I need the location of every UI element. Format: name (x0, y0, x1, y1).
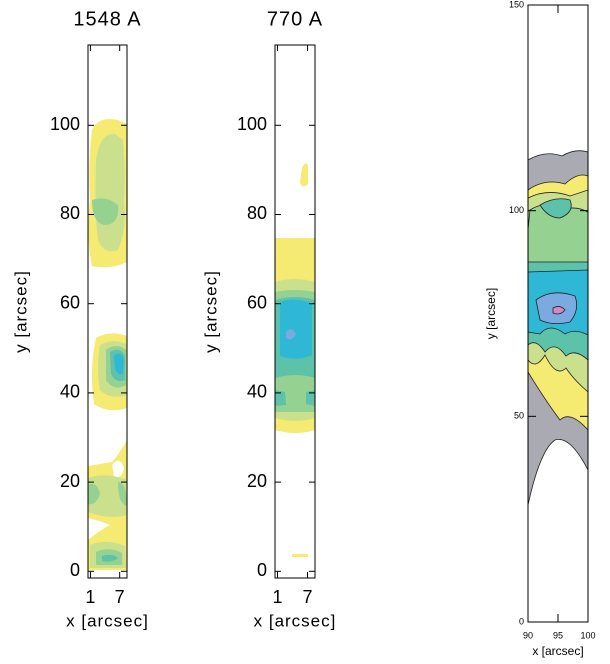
x-tick-label: 1 (85, 587, 95, 607)
contour-fill (114, 353, 124, 375)
contour-fill (300, 163, 308, 187)
y-tick-label: 0 (70, 560, 80, 580)
y-tick-label: 100 (50, 114, 80, 134)
y-tick-label: 80 (60, 203, 80, 223)
y-tick-label: 100 (509, 205, 524, 215)
y-tick-label: 50 (514, 411, 524, 421)
contours-map (527, 150, 589, 506)
x-tick-label: 100 (580, 630, 595, 640)
y-axis-label: y [arcsec] (11, 270, 30, 353)
y-tick-label: 20 (60, 471, 80, 491)
y-axis-label: y [arcsec] (201, 270, 220, 353)
panel-title: 1548 A (73, 8, 141, 30)
x-tick-label: 7 (115, 587, 125, 607)
y-tick-label: 20 (247, 471, 267, 491)
contour-fill (552, 306, 566, 315)
y-tick-label: 60 (247, 292, 267, 312)
y-tick-label: 40 (247, 382, 267, 402)
x-axis-label: x [arcsec] (532, 644, 583, 658)
x-tick-label: 95 (553, 630, 563, 640)
x-axis-label: x [arcsec] (254, 611, 337, 630)
x-tick-label: 1 (272, 587, 282, 607)
contour-fill (88, 482, 127, 506)
contour-fill (95, 133, 125, 252)
contour-hole (112, 460, 124, 477)
x-tick-label: 90 (523, 630, 533, 640)
contour-fill (102, 554, 118, 562)
y-tick-label: 0 (257, 560, 267, 580)
plot-frame (274, 44, 316, 579)
y-tick-label: 60 (60, 292, 80, 312)
contours-770 (275, 163, 315, 557)
contours-1548 (88, 119, 127, 570)
contour-fill (292, 554, 308, 557)
contour-fill (280, 299, 312, 359)
x-axis-label: x [arcsec] (66, 611, 149, 630)
y-tick-label: 80 (247, 203, 267, 223)
contour-fill (88, 475, 127, 517)
y-tick-label: 0 (519, 616, 524, 626)
contour-fill (92, 198, 119, 225)
y-tick-label: 100 (237, 114, 267, 134)
y-tick-label: 40 (60, 382, 80, 402)
plot-frame (87, 44, 128, 579)
y-tick-label: 150 (509, 0, 524, 9)
panel-title: 770 A (267, 8, 323, 30)
y-axis-label: y [arcsec] (484, 288, 498, 339)
x-tick-label: 7 (302, 587, 312, 607)
contour-fill (286, 329, 296, 340)
